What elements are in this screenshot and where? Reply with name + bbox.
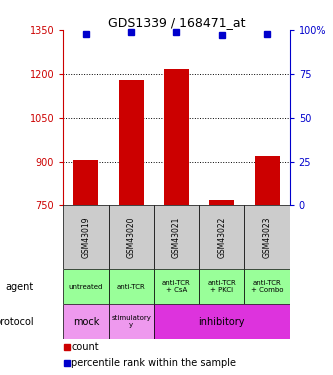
Text: GSM43020: GSM43020 [127, 216, 136, 258]
Bar [154, 269, 199, 304]
Bar [209, 200, 234, 206]
Text: GSM43023: GSM43023 [262, 216, 272, 258]
Text: GSM43019: GSM43019 [81, 216, 91, 258]
Bar [244, 206, 290, 269]
Bar [63, 304, 109, 339]
Text: GSM43022: GSM43022 [217, 217, 226, 258]
Bar [199, 269, 244, 304]
Bar [119, 80, 144, 206]
Text: anti-TCR
+ PKCi: anti-TCR + PKCi [207, 280, 236, 293]
Text: untreated: untreated [69, 284, 103, 290]
Text: anti-TCR: anti-TCR [117, 284, 146, 290]
Bar [74, 160, 98, 206]
Bar [255, 156, 279, 206]
Bar [154, 206, 199, 269]
Bar [109, 269, 154, 304]
Title: GDS1339 / 168471_at: GDS1339 / 168471_at [108, 16, 245, 29]
Bar [63, 269, 109, 304]
Bar [63, 206, 109, 269]
Text: stimulatory
y: stimulatory y [111, 315, 151, 328]
Bar [244, 269, 290, 304]
Text: percentile rank within the sample: percentile rank within the sample [71, 358, 236, 368]
Bar [109, 206, 154, 269]
Text: protocol: protocol [0, 317, 34, 327]
Bar [164, 69, 189, 206]
Bar [199, 206, 244, 269]
Bar [109, 304, 154, 339]
Text: inhibitory: inhibitory [198, 317, 245, 327]
Text: agent: agent [6, 282, 34, 292]
Text: anti-TCR
+ Combo: anti-TCR + Combo [251, 280, 283, 293]
Text: anti-TCR
+ CsA: anti-TCR + CsA [162, 280, 191, 293]
Text: count: count [71, 342, 99, 352]
Text: GSM43021: GSM43021 [172, 217, 181, 258]
Text: mock: mock [73, 317, 99, 327]
Bar [154, 304, 290, 339]
